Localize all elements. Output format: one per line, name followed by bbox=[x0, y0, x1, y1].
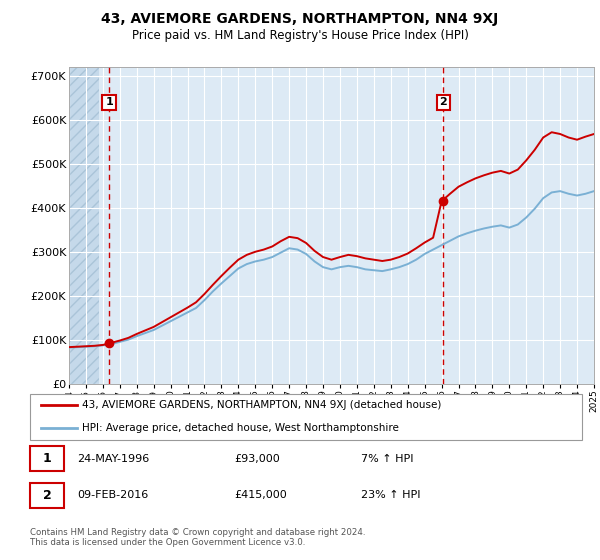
Text: 7% ↑ HPI: 7% ↑ HPI bbox=[361, 454, 414, 464]
Text: £93,000: £93,000 bbox=[234, 454, 280, 464]
Text: 1: 1 bbox=[105, 97, 113, 108]
Bar bbox=[69, 67, 98, 384]
Text: 43, AVIEMORE GARDENS, NORTHAMPTON, NN4 9XJ: 43, AVIEMORE GARDENS, NORTHAMPTON, NN4 9… bbox=[101, 12, 499, 26]
Text: 1: 1 bbox=[43, 452, 52, 465]
Text: £415,000: £415,000 bbox=[234, 490, 287, 500]
Text: 2: 2 bbox=[439, 97, 447, 108]
FancyBboxPatch shape bbox=[30, 483, 64, 508]
FancyBboxPatch shape bbox=[30, 446, 64, 471]
Text: 43, AVIEMORE GARDENS, NORTHAMPTON, NN4 9XJ (detached house): 43, AVIEMORE GARDENS, NORTHAMPTON, NN4 9… bbox=[82, 400, 442, 410]
FancyBboxPatch shape bbox=[30, 394, 582, 440]
Text: Contains HM Land Registry data © Crown copyright and database right 2024.
This d: Contains HM Land Registry data © Crown c… bbox=[30, 528, 365, 548]
Text: Price paid vs. HM Land Registry's House Price Index (HPI): Price paid vs. HM Land Registry's House … bbox=[131, 29, 469, 42]
Text: HPI: Average price, detached house, West Northamptonshire: HPI: Average price, detached house, West… bbox=[82, 423, 400, 433]
Text: 2: 2 bbox=[43, 489, 52, 502]
Text: 23% ↑ HPI: 23% ↑ HPI bbox=[361, 490, 421, 500]
Text: 24-MAY-1996: 24-MAY-1996 bbox=[77, 454, 149, 464]
Text: 09-FEB-2016: 09-FEB-2016 bbox=[77, 490, 148, 500]
